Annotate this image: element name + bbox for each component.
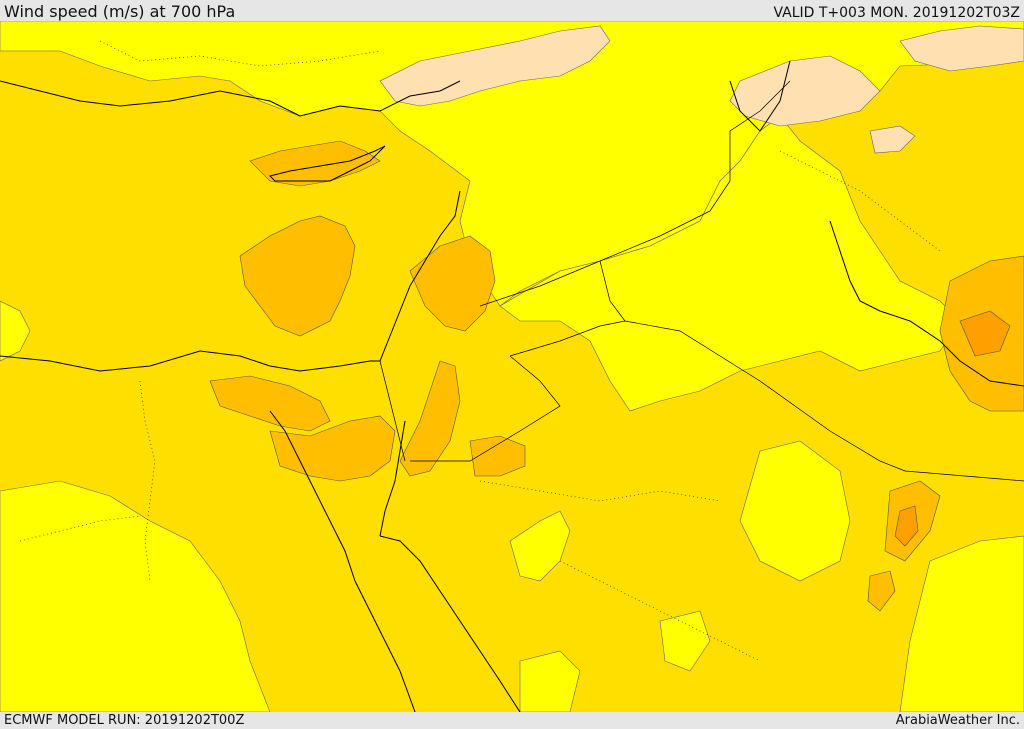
coast-red-sea-east bbox=[379, 535, 521, 712]
admin-line-saudi-1 bbox=[479, 480, 721, 502]
band-strong-east bbox=[959, 310, 1011, 357]
band-fresh-spot bbox=[867, 570, 896, 612]
valid-time-label: VALID T+003 MON. 20191202T03Z bbox=[773, 5, 1020, 21]
wind-speed-map bbox=[0, 21, 1024, 712]
band-calm-zagros bbox=[869, 125, 916, 154]
coast-levant bbox=[379, 190, 461, 362]
band-fresh-jordan bbox=[399, 360, 461, 477]
admin-boundaries bbox=[19, 40, 941, 662]
border-egypt-israel bbox=[379, 360, 406, 462]
band-calm-areas bbox=[379, 25, 1024, 154]
band-fresh-nile-delta bbox=[209, 375, 331, 432]
band-calm-caucasus bbox=[379, 25, 611, 107]
band-fresh-areas bbox=[209, 140, 1024, 612]
footer-bar: ECMWF MODEL RUN: 20191202T00Z ArabiaWeat… bbox=[0, 712, 1024, 729]
coastlines bbox=[0, 60, 1024, 712]
credit-label: ArabiaWeather Inc. bbox=[895, 713, 1020, 728]
band-fresh-mediterranean bbox=[239, 215, 356, 337]
borders bbox=[379, 80, 1024, 482]
coast-suez-gulf bbox=[269, 410, 356, 582]
coast-egypt-north bbox=[0, 350, 380, 372]
band-light-southeast bbox=[899, 535, 1024, 712]
admin-line-turkey bbox=[99, 40, 381, 67]
band-light-gulf bbox=[739, 440, 851, 582]
border-iraq-saudi bbox=[599, 260, 1024, 482]
admin-line-egypt bbox=[139, 380, 156, 582]
border-jordan-saudi bbox=[509, 320, 626, 357]
band-light-south-arabia bbox=[509, 510, 571, 582]
coast-cyprus bbox=[269, 145, 386, 182]
border-turkey-iraq bbox=[709, 80, 791, 212]
coast-aqaba-gulf bbox=[379, 420, 406, 537]
band-strong-areas bbox=[894, 310, 1011, 547]
band-strong-gulf bbox=[894, 505, 919, 547]
model-run-label: ECMWF MODEL RUN: 20191202T00Z bbox=[4, 713, 245, 728]
band-light-far-south bbox=[519, 650, 581, 712]
map-title: Wind speed (m/s) at 700 hPa bbox=[4, 2, 236, 21]
band-light-oman bbox=[659, 610, 711, 672]
band-calm-northeast bbox=[899, 25, 1024, 72]
band-fresh-sinai bbox=[269, 415, 396, 482]
coast-persian-gulf bbox=[829, 220, 1024, 387]
map-canvas bbox=[0, 21, 1024, 712]
band-fresh-levant bbox=[409, 235, 496, 332]
band-fresh-north-arabia bbox=[469, 435, 526, 477]
band-light-west-sea bbox=[0, 300, 31, 362]
coast-red-sea-west bbox=[354, 580, 416, 712]
admin-line-egypt-south bbox=[19, 515, 141, 542]
header-bar: Wind speed (m/s) at 700 hPa VALID T+003 … bbox=[0, 0, 1024, 21]
admin-line-iran bbox=[779, 150, 941, 252]
band-fresh-cyprus bbox=[249, 140, 381, 187]
coast-turkey-south bbox=[0, 80, 461, 117]
border-jordan-south bbox=[410, 355, 561, 462]
band-light-southwest bbox=[0, 480, 271, 712]
